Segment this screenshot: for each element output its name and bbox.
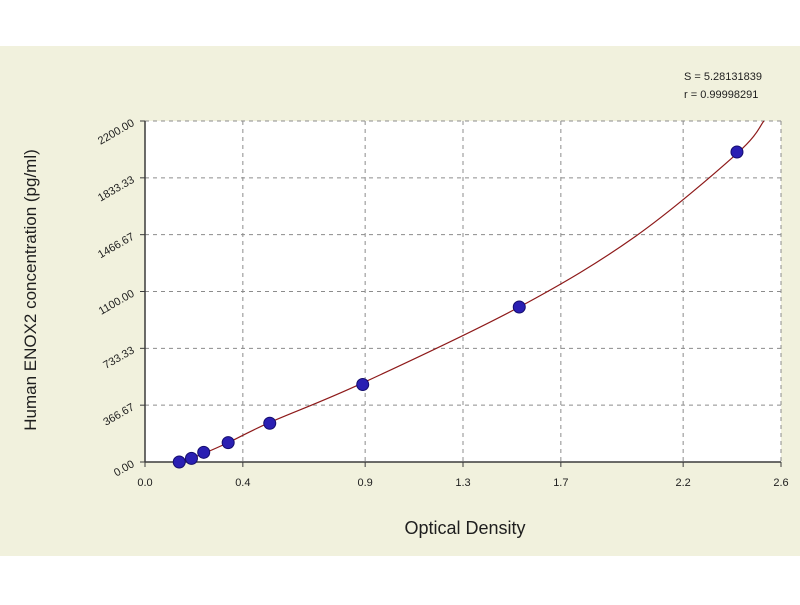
x-tick-labels: 0.0 0.4 0.9 1.3 1.7 2.2 2.6 (137, 477, 788, 489)
x-tick-label: 0.0 (137, 477, 152, 489)
x-tick-label: 2.6 (773, 477, 788, 489)
data-point (172, 455, 186, 469)
data-point (221, 436, 235, 450)
x-tick-label: 2.2 (676, 477, 691, 489)
data-point (184, 451, 198, 465)
x-tick-label: 0.9 (358, 477, 373, 489)
data-point (263, 416, 277, 430)
data-points (172, 145, 744, 469)
x-tick-label: 0.4 (235, 477, 250, 489)
grid-layer (145, 120, 782, 462)
x-tick-label: 1.3 (455, 477, 470, 489)
data-point (512, 300, 526, 314)
annotation-r-value: r = 0.99998291 (684, 89, 758, 101)
y-axis-label: Human ENOX2 concentration (pg/ml) (21, 149, 40, 431)
data-point (356, 378, 370, 391)
axis-layer (140, 120, 782, 467)
annotation-s-value: S = 5.28131839 (684, 71, 762, 83)
data-point (197, 445, 211, 459)
x-axis-label: Optical Density (404, 518, 525, 538)
x-tick-label: 1.7 (553, 477, 568, 489)
data-point (730, 145, 744, 159)
